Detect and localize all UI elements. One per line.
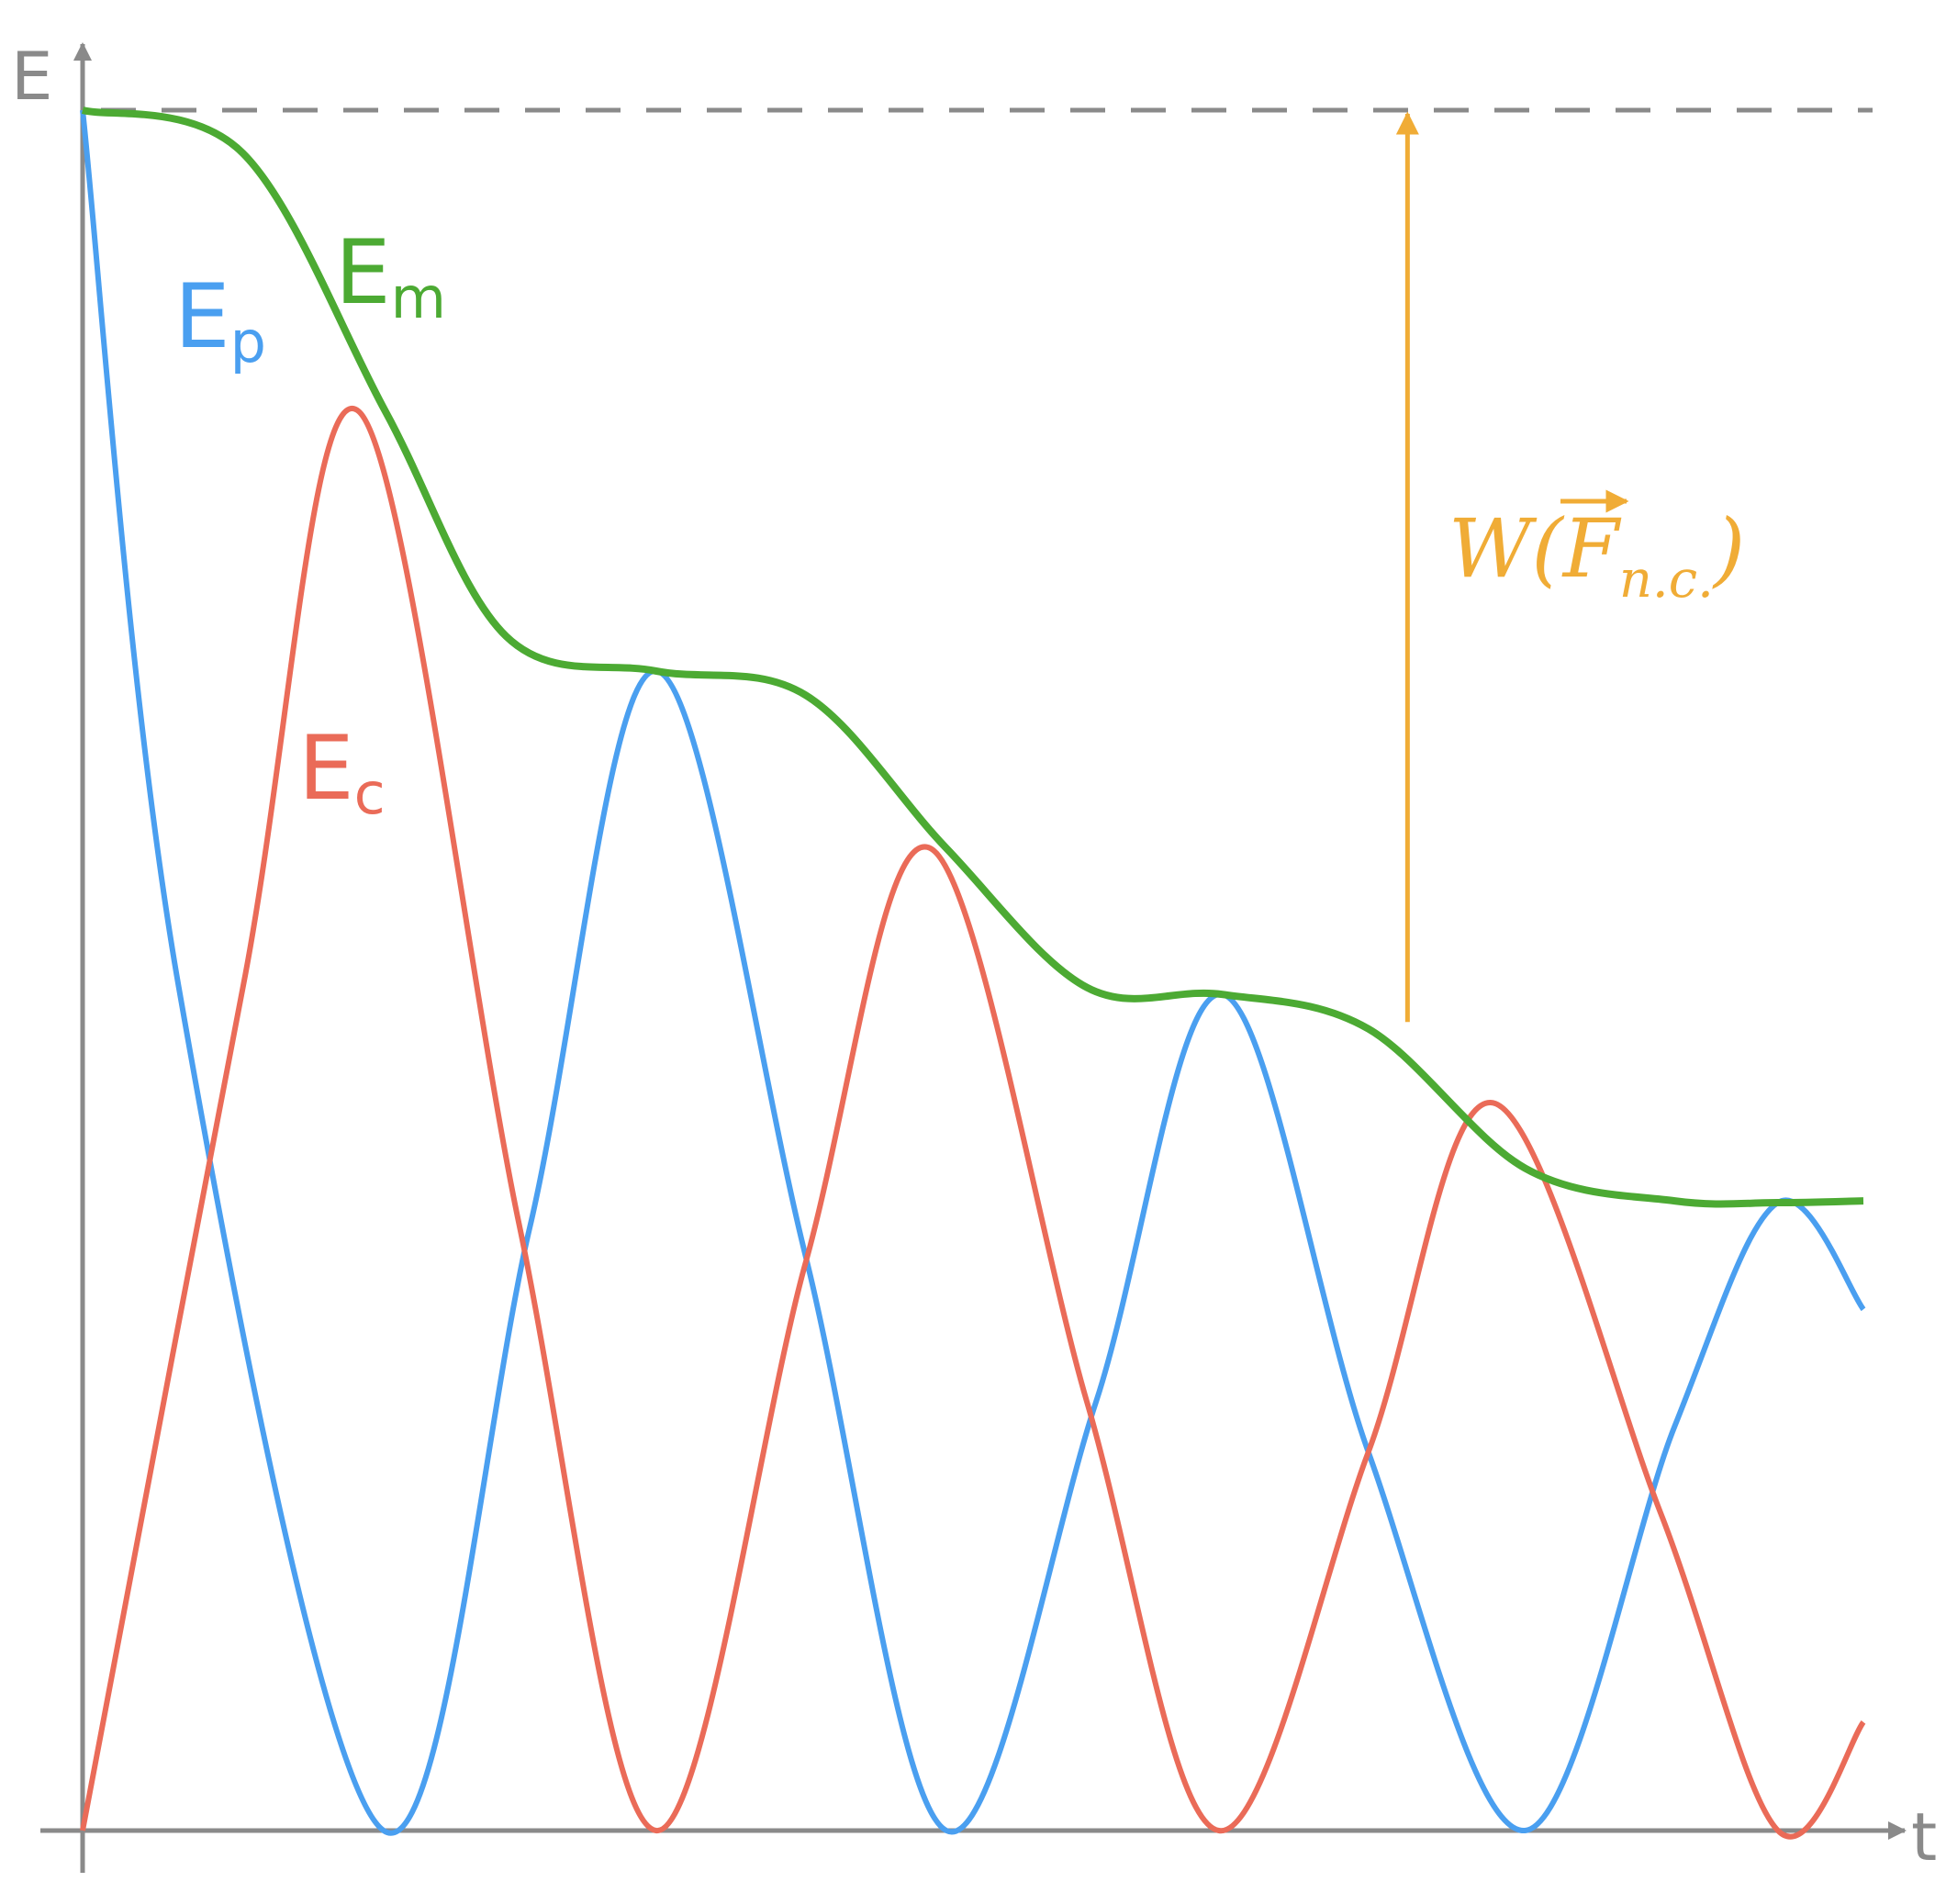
kinetic-energy-label-main: E <box>298 717 354 820</box>
kinetic-energy-curve <box>80 406 1866 1840</box>
work-symbol: W <box>1448 501 1538 596</box>
mechanical-energy-curve <box>81 106 1864 1208</box>
mechanical-energy-label-sub: m <box>391 264 446 331</box>
x-axis-title: t <box>1911 1798 1937 1876</box>
potential-energy-label-main: E <box>174 265 230 368</box>
mechanical-energy-label: Em <box>335 221 446 331</box>
potential-energy-label-sub: p <box>230 308 266 375</box>
force-vector-symbol: F <box>1561 501 1622 596</box>
work-label: W(Fn.c.) <box>1448 489 1745 610</box>
svg-text:W(Fn.c.): W(Fn.c.) <box>1448 501 1745 610</box>
y-axis-title: E <box>11 38 53 115</box>
force-subscript: n.c. <box>1619 550 1714 610</box>
potential-energy-label: Ep <box>174 265 266 375</box>
mechanical-energy-label-main: E <box>335 221 391 324</box>
kinetic-energy-label: Ec <box>298 717 386 827</box>
potential-energy-curve <box>80 109 1866 1836</box>
kinetic-energy-label-sub: c <box>354 760 386 827</box>
